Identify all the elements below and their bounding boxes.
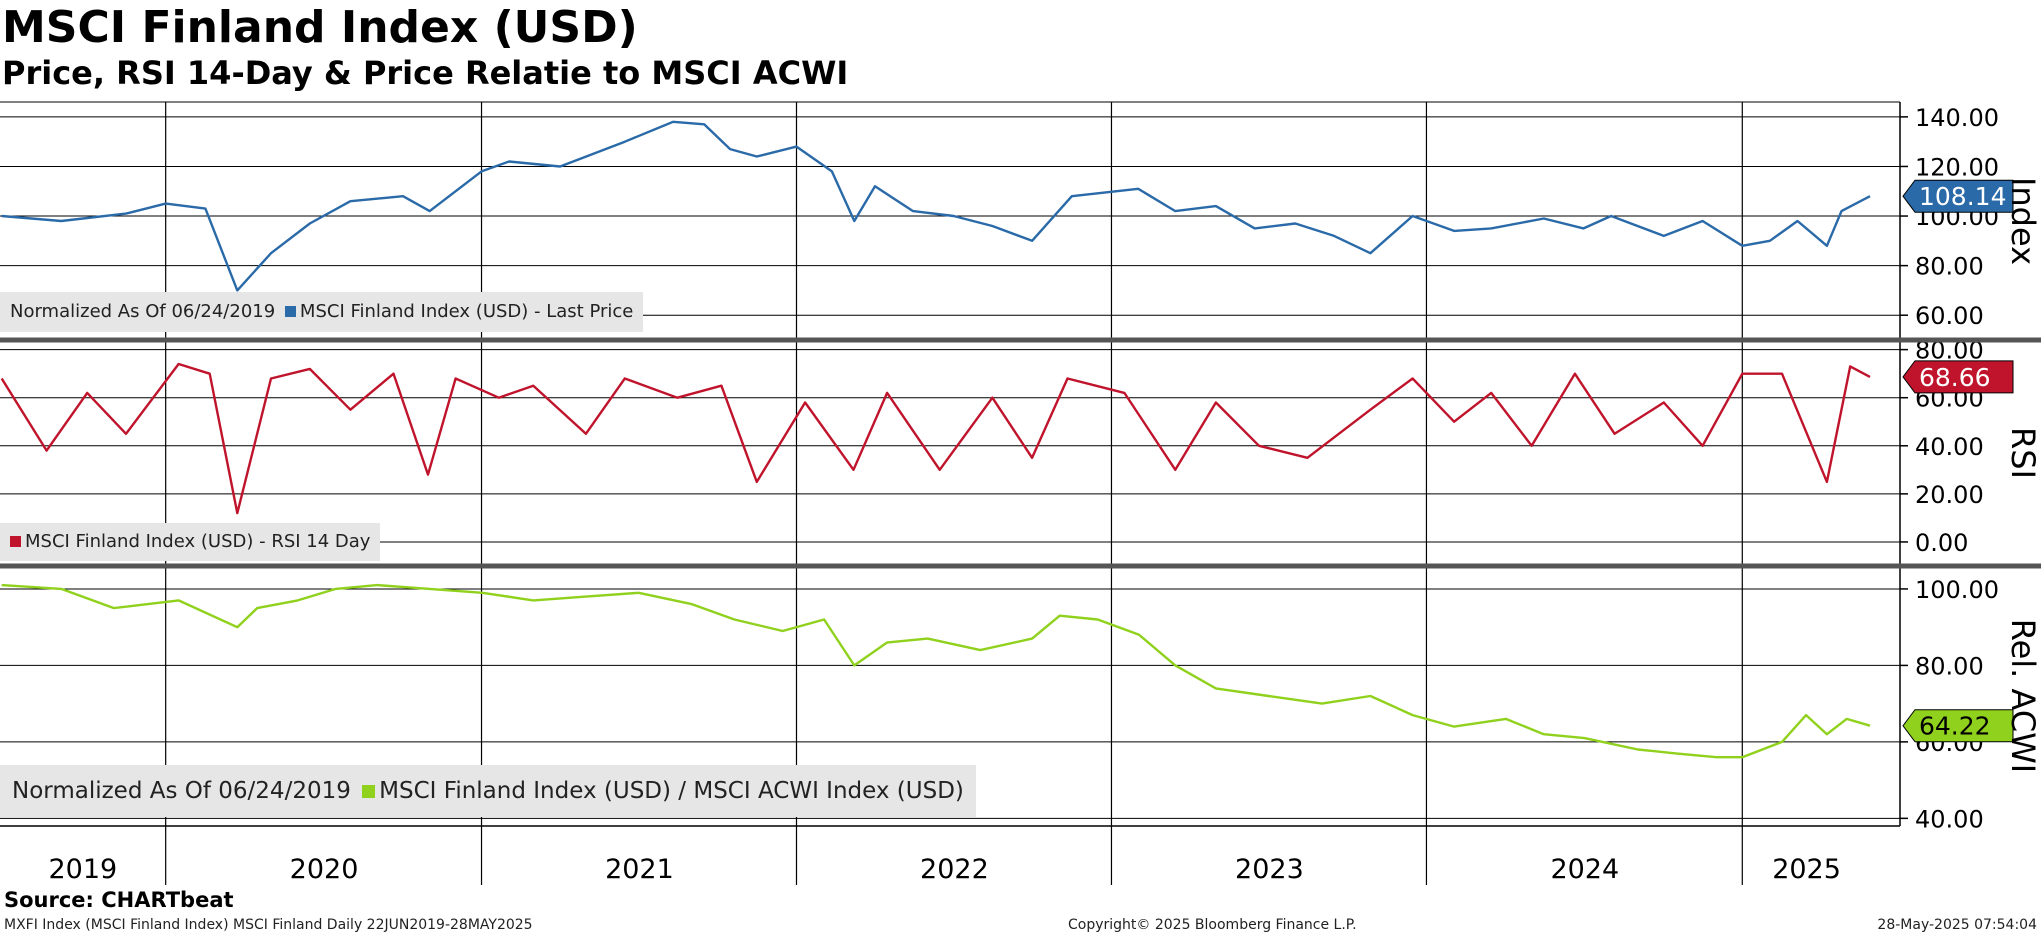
tick-label-price-3: 80.00 bbox=[1915, 253, 1984, 281]
footer-left: MXFI Index (MSCI Finland Index) MSCI Fin… bbox=[4, 917, 533, 933]
last-value-badge-price bbox=[1902, 179, 2014, 213]
relative-legend-swatch bbox=[362, 785, 376, 798]
rsi-legend-swatch bbox=[10, 536, 21, 547]
tick-label-relative-0: 100.00 bbox=[1915, 576, 1999, 604]
rsi-legend-label: MSCI Finland Index (USD) - RSI 14 Day bbox=[25, 531, 371, 552]
tick-label-rsi-2: 40.00 bbox=[1915, 433, 1984, 461]
tick-label-price-4: 60.00 bbox=[1915, 302, 1984, 330]
x-tick-label-2: 2021 bbox=[605, 854, 674, 885]
rsi-legend: MSCI Finland Index (USD) - RSI 14 Day bbox=[0, 523, 381, 561]
x-tick-label-4: 2023 bbox=[1235, 854, 1304, 885]
footer-center: Copyright© 2025 Bloomberg Finance L.P. bbox=[1068, 917, 1357, 933]
chart-title: MSCI Finland Index (USD) bbox=[2, 2, 638, 53]
last-value-label-rsi: 68.66 bbox=[1919, 363, 1991, 392]
price-legend: Normalized As Of 06/24/2019 MSCI Finland… bbox=[0, 292, 644, 332]
axis-title-price: Index bbox=[2004, 177, 2041, 265]
relative-legend: Normalized As Of 06/24/2019 MSCI Finland… bbox=[0, 765, 976, 817]
series-line-relative bbox=[1, 583, 1871, 759]
tick-label-price-1: 120.00 bbox=[1915, 153, 1999, 181]
price-legend-label: MSCI Finland Index (USD) - Last Price bbox=[299, 301, 634, 322]
source-note: Source: CHARTbeat bbox=[4, 888, 234, 912]
relative-legend-label: MSCI Finland Index (USD) / MSCI ACWI Ind… bbox=[379, 778, 964, 804]
tick-label-relative-3: 40.00 bbox=[1915, 805, 1984, 833]
footer-right: 28-May-2025 07:54:04 bbox=[1877, 917, 2037, 933]
last-value-label-price: 108.14 bbox=[1919, 182, 2006, 211]
chart-subtitle: Price, RSI 14-Day & Price Relatie to MSC… bbox=[2, 54, 849, 92]
last-value-badge-relative bbox=[1902, 709, 2014, 743]
tick-label-price-0: 140.00 bbox=[1915, 104, 1999, 132]
price-legend-prefix: Normalized As Of 06/24/2019 bbox=[10, 301, 276, 322]
x-tick-label-1: 2020 bbox=[290, 854, 359, 885]
price-legend-swatch bbox=[284, 306, 296, 317]
axis-title-relative: Rel. ACWI bbox=[2004, 619, 2041, 773]
last-value-label-relative: 64.22 bbox=[1919, 712, 1991, 741]
tick-label-rsi-3: 20.00 bbox=[1915, 481, 1984, 509]
x-tick-label-5: 2024 bbox=[1550, 854, 1619, 885]
axis-title-rsi: RSI bbox=[2004, 427, 2041, 479]
tick-label-relative-1: 80.00 bbox=[1915, 652, 1984, 680]
series-line-rsi bbox=[0, 362, 1871, 515]
relative-legend-prefix: Normalized As Of 06/24/2019 bbox=[12, 778, 351, 804]
last-value-badge-rsi bbox=[1902, 360, 2014, 394]
tick-label-rsi-4: 0.00 bbox=[1915, 529, 1968, 557]
x-tick-label-6: 2025 bbox=[1772, 854, 1841, 885]
x-tick-label-3: 2022 bbox=[920, 854, 989, 885]
x-tick-label-0: 2019 bbox=[48, 854, 117, 885]
series-line-price bbox=[1, 120, 1871, 292]
